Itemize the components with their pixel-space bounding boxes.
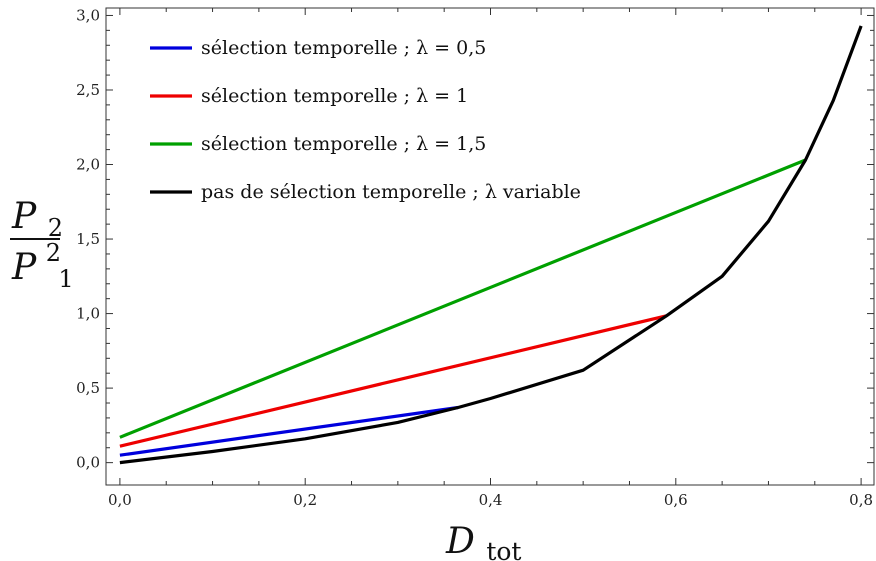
y-tick-label: 1,5 xyxy=(76,230,100,248)
y-axis-label-den-main: P xyxy=(11,247,37,288)
plot-border xyxy=(105,7,875,486)
x-axis-label-sub: tot xyxy=(486,537,521,561)
x-axis-label: D tot xyxy=(445,521,521,561)
y-axis-label: P 2 P 2 1 xyxy=(10,196,74,293)
legend-entry-label: sélection temporelle ; λ = 1 xyxy=(201,85,468,107)
y-axis-label-den-sub: 1 xyxy=(58,265,73,293)
legend-entry-label: sélection temporelle ; λ = 1,5 xyxy=(201,133,486,155)
ticks xyxy=(106,8,874,485)
x-tick-label: 0,0 xyxy=(108,491,132,509)
x-axis-label-main: D xyxy=(445,521,475,561)
legend-entry-label: sélection temporelle ; λ = 0,5 xyxy=(201,37,486,59)
series-line-lambda-0-5 xyxy=(119,405,459,457)
y-axis-label-denominator: P 2 1 xyxy=(11,229,74,293)
series-line-no-selection xyxy=(119,25,863,465)
y-axis-label-num-sub: 2 xyxy=(48,214,63,242)
plot-frame xyxy=(105,7,875,486)
y-tick-label: 2,0 xyxy=(76,156,100,174)
y-tick-label: 0,5 xyxy=(76,379,100,397)
x-tick-label: 0,4 xyxy=(479,491,503,509)
y-tick-label: 2,5 xyxy=(76,81,100,99)
y-tick-label: 0,0 xyxy=(76,454,100,472)
y-axis-label-den-sup: 2 xyxy=(46,239,61,267)
series-line-lambda-1 xyxy=(119,314,667,448)
legend-entry-label: pas de sélection temporelle ; λ variable xyxy=(201,181,581,203)
x-tick-label: 0,6 xyxy=(664,491,688,509)
x-tick-label: 0,8 xyxy=(849,491,873,509)
x-tick-label: 0,2 xyxy=(293,491,317,509)
legend: sélection temporelle ; λ = 0,5 sélection … xyxy=(150,37,581,203)
y-tick-label: 1,0 xyxy=(76,305,100,323)
y-tick-label: 3,0 xyxy=(76,6,100,24)
series-lines xyxy=(119,25,863,465)
y-axis-label-numerator: P 2 xyxy=(11,196,63,242)
series-line-lambda-1-5 xyxy=(119,158,807,439)
y-axis-label-num-main: P xyxy=(11,196,37,237)
tick-labels: 0,0 0,2 0,4 0,6 0,8 0,0 0,5 1,0 1,5 2,0 2,5 3,0 xyxy=(76,6,873,509)
